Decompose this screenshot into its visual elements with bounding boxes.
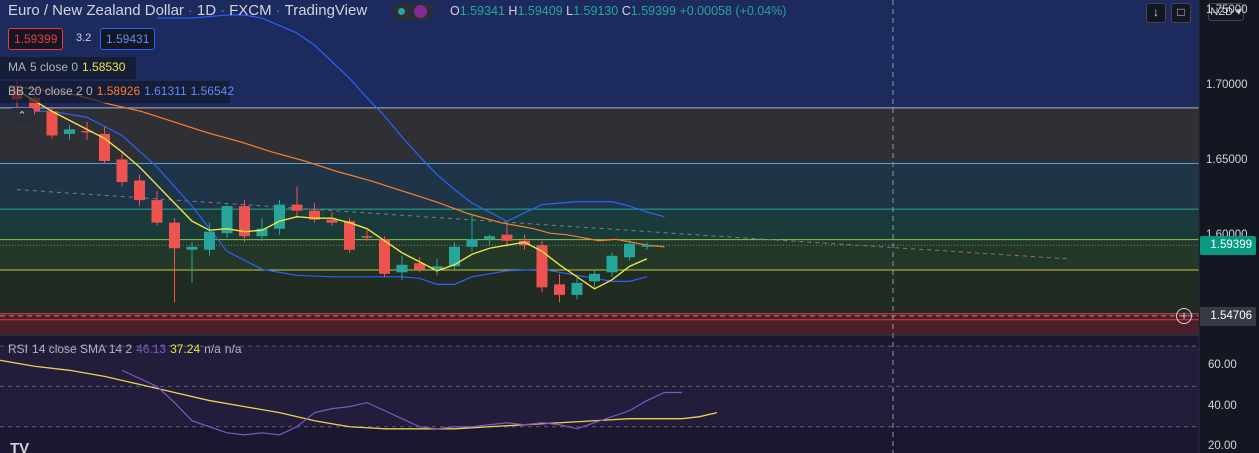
tradingview-logo: TV [10, 440, 30, 453]
candle-body [554, 284, 565, 295]
candle-body [99, 133, 110, 161]
rsi-tick-label: 60.00 [1208, 359, 1237, 372]
candle-body [151, 200, 163, 223]
candle-body [641, 245, 653, 247]
candle-body [361, 236, 373, 238]
zone-4 [0, 209, 1199, 240]
candle-body [624, 243, 635, 258]
interval-label: 1D [196, 2, 217, 19]
candle-body [484, 236, 495, 240]
spread-value: 3.2 [76, 32, 92, 44]
close-value: 1.59399 [630, 4, 676, 18]
collapse-legend-button[interactable]: ⌃ [10, 108, 34, 124]
candle-body [204, 231, 215, 250]
candle-body [309, 210, 320, 220]
candle-body [396, 264, 408, 273]
symbol-header[interactable]: Euro / New Zealand Dollar · 1D · FXCM · Tradin… [8, 2, 368, 19]
price-tick-label: 1.75000 [1206, 3, 1248, 16]
candle-body [501, 234, 513, 241]
candle-body [221, 206, 233, 234]
rsi-tick-label: 40.00 [1208, 399, 1237, 412]
candle-body [589, 273, 600, 282]
ma5-line [16, 89, 648, 290]
bb-legend[interactable]: BB 20 close 2 0 1.58926 1.61311 1.56542 [8, 84, 235, 98]
rsi-line [121, 369, 682, 436]
candle-body [134, 180, 145, 201]
candle-body [431, 266, 443, 270]
candle-body [46, 111, 58, 136]
scroll-down-button[interactable]: ↓ [1146, 3, 1166, 23]
trend-line [16, 189, 1068, 260]
zone-2 [0, 107, 1199, 164]
candle-body [169, 222, 180, 249]
currency-selector[interactable]: NZD ▾ [1208, 3, 1244, 21]
candle-body [571, 282, 583, 295]
candle-body [414, 263, 425, 270]
candle-body [274, 204, 285, 229]
low-value: 1.59130 [573, 4, 619, 18]
bb-basis-line [9, 85, 665, 248]
candle-body [256, 228, 268, 237]
price-tick-label: 1.70000 [1206, 78, 1248, 91]
bb-upper-line [157, 14, 665, 222]
rsi-tick-label: 20.00 [1208, 439, 1237, 452]
symbol-name: Euro / New Zealand Dollar [8, 2, 184, 19]
change-value: +0.00058 (+0.04%) [679, 4, 787, 18]
current-price-tag: 1.59399 [1200, 236, 1256, 256]
sell-button[interactable]: 1.59399 [8, 28, 64, 50]
high-value: 1.59409 [517, 4, 563, 18]
market-status-toggle[interactable] [392, 3, 434, 20]
platform-label: TradingView [284, 2, 368, 19]
crosshair-price-tag: 1.54706 [1200, 306, 1256, 326]
price-tick-label: 1.65000 [1206, 153, 1248, 166]
add-alert-button[interactable]: + [1176, 307, 1192, 324]
candle-body [81, 130, 93, 133]
fullscreen-button[interactable]: □ [1171, 3, 1191, 23]
candle-body [291, 204, 303, 211]
candle-body [606, 255, 618, 273]
candle-body [449, 246, 460, 267]
price-axis [1199, 0, 1259, 453]
candle-body [29, 97, 40, 112]
arrow-down-icon: ↓ [1153, 5, 1159, 19]
candle-body [116, 159, 128, 183]
rsi-ma-line [0, 359, 718, 430]
buy-button[interactable]: 1.59431 [100, 28, 156, 50]
zone-7 [0, 313, 1199, 334]
zone-3 [0, 163, 1199, 210]
candle-body [64, 129, 75, 134]
candle-body [186, 246, 198, 250]
fullscreen-icon: □ [1177, 5, 1185, 19]
exchange-label: FXCM [229, 2, 272, 19]
candle-body [536, 245, 548, 288]
open-value: 1.59341 [459, 4, 505, 18]
ohlc-readout: O1.59341 H1.59409 L1.59130 C1.59399 +0.0… [450, 4, 787, 18]
rsi-band [0, 346, 1199, 427]
candle-body [344, 221, 355, 250]
candle-body [326, 219, 338, 223]
candle-body [379, 239, 390, 274]
candle-body [466, 239, 478, 247]
rsi-legend[interactable]: RSI 14 close SMA 14 2 46.13 37.24 n/a n/a [8, 342, 242, 356]
chevron-up-icon: ⌃ [17, 110, 27, 122]
candle-body [239, 206, 250, 237]
ma-legend[interactable]: MA 5 close 0 1.58530 [8, 60, 126, 74]
